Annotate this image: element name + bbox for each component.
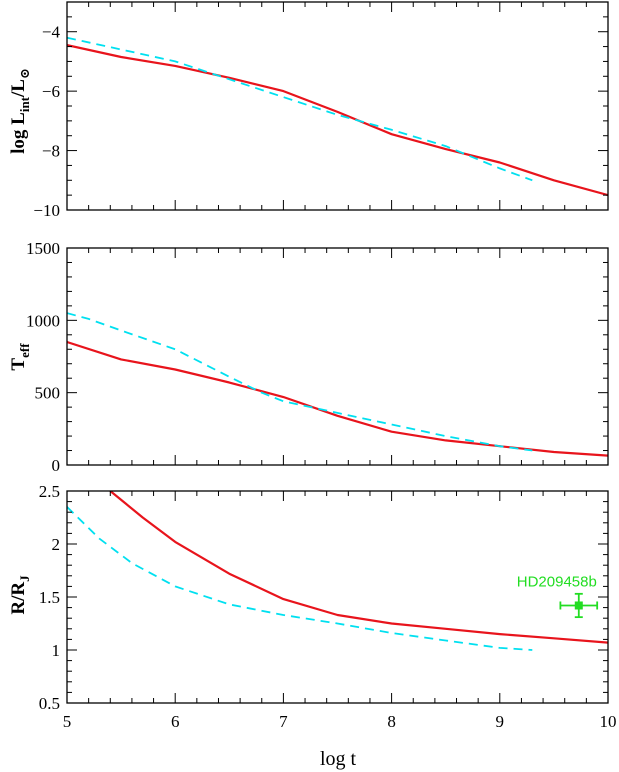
radius-series-solid-line	[109, 491, 608, 644]
data-point-marker	[574, 601, 583, 610]
panel-luminosity: log Lint/L⊙ −10 −8 −6 −4	[8, 1, 609, 220]
x-tick-label: 6	[171, 712, 180, 731]
luminosity-y-tick-label: −4	[42, 23, 61, 42]
radius-y-tick-label: 2	[52, 535, 61, 554]
panel-radius: R/RJ log t 0.5 1 1.5 2 2.5 5 6 7 8 9 10 HD209458b	[8, 482, 617, 770]
luminosity-series-dashed-line	[67, 36, 533, 182]
radius-y-tick-label: 1	[52, 641, 61, 660]
temperature-series-solid-line	[67, 340, 608, 457]
radius-series-dashed-line	[67, 506, 533, 651]
radius-y-tick-label: 2.5	[39, 482, 60, 501]
x-tick-label: 8	[387, 712, 396, 731]
luminosity-series-solid-line	[67, 44, 608, 197]
y-axis-label-luminosity: log Lint/L⊙	[8, 68, 32, 154]
y-axis-label-radius: R/RJ	[8, 575, 32, 615]
x-axis-label: log t	[320, 748, 357, 770]
temperature-y-tick-label: 500	[35, 384, 61, 403]
x-tick-label: 10	[600, 712, 617, 731]
temperature-series-dashed-line	[67, 312, 533, 452]
temperature-plot-frame	[66, 247, 609, 466]
x-tick-label: 7	[279, 712, 288, 731]
luminosity-y-tick-label: −6	[42, 82, 60, 101]
x-tick-label: 9	[496, 712, 505, 731]
radius-y-tick-label: 1.5	[39, 588, 60, 607]
temperature-y-tick-label: 0	[52, 456, 61, 475]
panel-temperature: Teff 0 500 1000 1500	[8, 239, 609, 475]
x-tick-label: 5	[63, 712, 72, 731]
luminosity-y-tick-label: −10	[33, 201, 60, 220]
temperature-y-tick-label: 1000	[26, 311, 60, 330]
annotation-label: HD209458b	[517, 573, 597, 590]
luminosity-y-tick-label: −8	[42, 142, 60, 161]
y-axis-label-temperature: Teff	[8, 343, 32, 371]
radius-y-tick-label: 0.5	[39, 694, 60, 713]
temperature-y-tick-label: 1500	[26, 239, 60, 258]
